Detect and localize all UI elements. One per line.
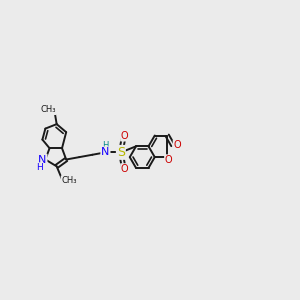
Text: CH₃: CH₃ [61,176,77,185]
Text: O: O [173,140,181,150]
Text: N: N [101,147,110,158]
Text: O: O [165,155,172,165]
Text: N: N [38,154,46,164]
Text: H: H [36,163,43,172]
Text: CH₃: CH₃ [40,105,56,114]
Text: O: O [121,131,128,141]
Text: O: O [121,164,128,174]
Text: H: H [102,141,109,150]
Text: S: S [117,146,125,159]
